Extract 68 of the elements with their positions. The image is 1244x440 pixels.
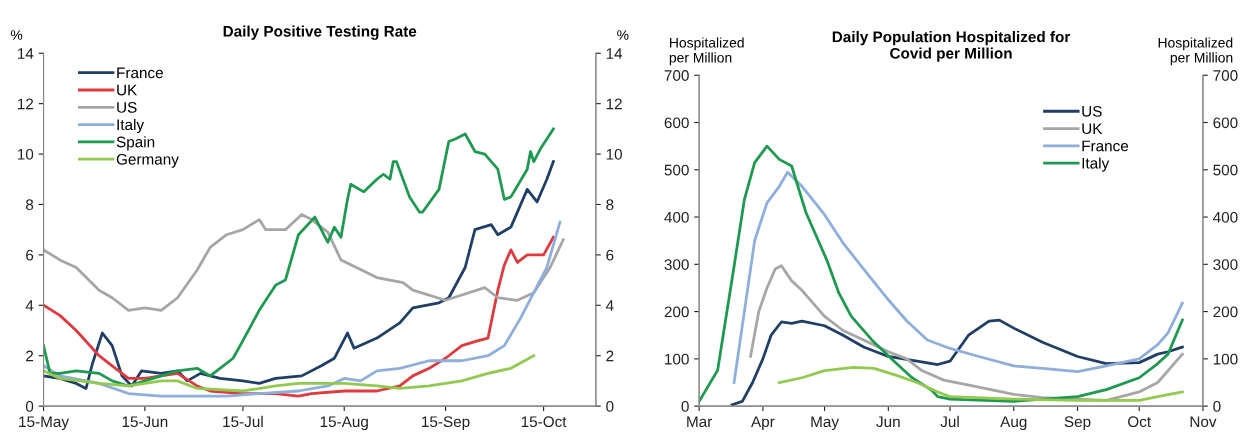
y-tick-label: 8: [25, 199, 34, 211]
line-series: [43, 354, 536, 393]
x-tick-label: 15-May: [19, 416, 69, 431]
x-tick-label: 15-Aug: [320, 416, 368, 431]
legend-label: Spain: [116, 136, 155, 151]
y-tick-label: 400: [664, 211, 689, 223]
y-tick-label: 14: [17, 48, 34, 59]
chart-title: Daily Positive Testing Rate: [223, 25, 417, 40]
y2-tick-label: 10: [606, 148, 622, 160]
y-axis-title: Hospitalized per Million: [669, 37, 744, 66]
x-tick-label: Aug: [1000, 416, 1027, 431]
x-tick-label: 15-Jul: [223, 415, 263, 428]
y2-tick-label: 100: [1213, 353, 1238, 365]
line-series: [730, 318, 1184, 407]
y2-tick-label: 0: [1213, 400, 1221, 412]
legend-label: Italy: [117, 118, 145, 134]
y2-tick-label: 8: [606, 199, 614, 211]
x-tick-label: Jun: [876, 416, 900, 428]
x-tick-label: 15-Jun: [122, 416, 168, 428]
y2-axis-title: Hospitalized per Million: [1158, 37, 1233, 66]
y2-tick-label: 4: [605, 300, 614, 311]
legend-label: UK: [117, 84, 138, 96]
x-tick-label: Mar: [687, 416, 713, 428]
line-series: [43, 213, 565, 312]
x-tick-label: 15-Oct: [521, 416, 567, 428]
y2-axis-title: %: [617, 30, 629, 40]
y2-tick-label: 2: [606, 350, 614, 362]
legend-label: Germany: [116, 153, 179, 168]
legend-label: US: [1082, 105, 1102, 117]
y-tick-label: 500: [664, 164, 689, 176]
line-series: [732, 170, 1184, 384]
y-tick-label: 0: [681, 400, 689, 412]
y-tick-label: 300: [664, 259, 689, 270]
y2-tick-label: 600: [1213, 117, 1238, 129]
x-tick-label: Apr: [751, 416, 775, 431]
x-tick-label: Sep: [1064, 416, 1091, 431]
x-tick-label: Nov: [1190, 416, 1217, 428]
legend-label: Italy: [1082, 157, 1110, 172]
y2-tick-label: 14: [606, 48, 623, 59]
y-tick-label: 700: [664, 70, 689, 81]
y-tick-label: 2: [26, 350, 34, 362]
y2-tick-label: 200: [1213, 306, 1238, 318]
legend-label: France: [117, 67, 163, 79]
x-tick-label: Jul: [940, 415, 959, 428]
y2-tick-label: 0: [606, 400, 614, 412]
y-axis-title: %: [10, 30, 23, 40]
y2-tick-label: 500: [1213, 164, 1238, 176]
y-tick-label: 0: [25, 400, 34, 412]
x-tick-label: May: [811, 416, 839, 431]
x-tick-label: Oct: [1128, 416, 1151, 428]
legend-label: US: [117, 101, 137, 113]
legend-label: UK: [1082, 123, 1103, 135]
y-tick-label: 600: [664, 117, 689, 129]
y2-tick-label: 300: [1213, 259, 1238, 270]
chart-title: Daily Population Hospitalized for Covid per Million: [832, 31, 1071, 62]
y-tick-label: 10: [17, 148, 34, 160]
y-tick-label: 12: [17, 98, 34, 110]
line-series: [777, 365, 1184, 402]
y-tick-label: 4: [25, 300, 34, 311]
y2-tick-label: 400: [1213, 211, 1238, 223]
y2-tick-label: 12: [606, 98, 622, 110]
x-tick-label: 15-Sep: [422, 416, 470, 431]
y2-tick-label: 6: [606, 249, 614, 261]
legend-label: France: [1082, 140, 1129, 152]
y-tick-label: 100: [665, 353, 689, 365]
y2-tick-label: 700: [1213, 70, 1238, 81]
y-tick-label: 200: [664, 306, 689, 318]
y-tick-label: 6: [26, 249, 34, 261]
